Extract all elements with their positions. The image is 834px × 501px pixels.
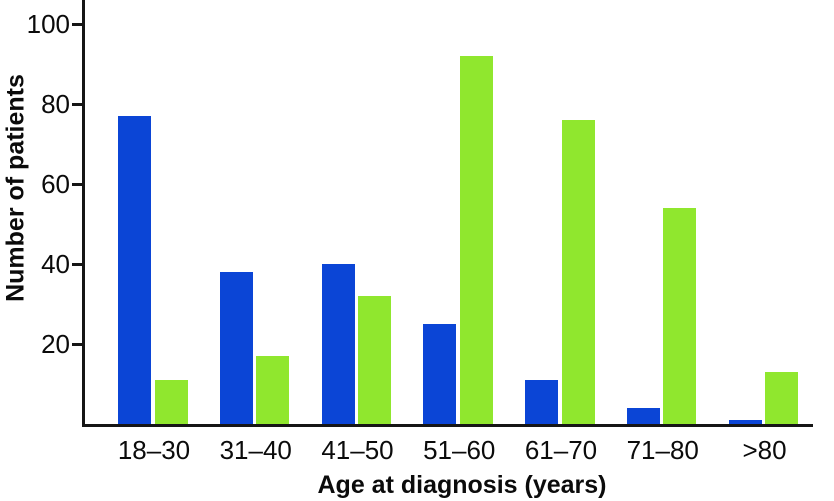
y-tick-label-20: 20 [41, 329, 70, 359]
x-tick-label-6: 71–80 [626, 435, 699, 465]
bar-series-2-green-7 [765, 372, 798, 424]
y-tick-label-60: 60 [41, 169, 70, 199]
bar-series-2-green-5 [561, 120, 595, 424]
y-tick-mark-80 [72, 102, 82, 106]
x-tick-label-3: 41–50 [321, 435, 394, 465]
bar-series-1-blue-1 [118, 116, 151, 424]
y-tick-mark-20 [72, 342, 82, 346]
y-tick-mark-100 [72, 22, 82, 26]
y-tick-label-80: 80 [41, 89, 70, 119]
x-axis-line [82, 424, 813, 427]
y-tick-mark-60 [72, 182, 82, 186]
y-tick-label-40: 40 [41, 249, 70, 279]
y-axis-line [82, 0, 85, 427]
x-tick-label-4: 51–60 [423, 435, 496, 465]
bar-series-2-green-1 [154, 380, 188, 424]
bar-series-2-green-3 [358, 296, 391, 424]
bar-series-1-blue-4 [423, 324, 457, 424]
y-tick-mark-40 [72, 262, 82, 266]
x-tick-label-2: 31–40 [219, 435, 292, 465]
bar-series-2-green-2 [256, 356, 290, 424]
x-tick-label-7: >80 [742, 435, 787, 465]
bar-series-1-blue-2 [219, 272, 253, 424]
x-tick-label-1: 18–30 [117, 435, 191, 465]
bar-series-1-blue-7 [728, 420, 762, 424]
bar-series-1-blue-6 [626, 408, 660, 424]
bar-series-1-blue-5 [525, 380, 558, 424]
y-tick-label-100: 100 [26, 9, 70, 39]
x-axis-title: Age at diagnosis (years) [317, 471, 607, 499]
bar-series-1-blue-3 [321, 264, 355, 424]
bar-series-2-green-4 [459, 56, 493, 424]
x-tick-label-5: 61–70 [524, 435, 598, 465]
bar-series-2-green-6 [663, 208, 697, 424]
